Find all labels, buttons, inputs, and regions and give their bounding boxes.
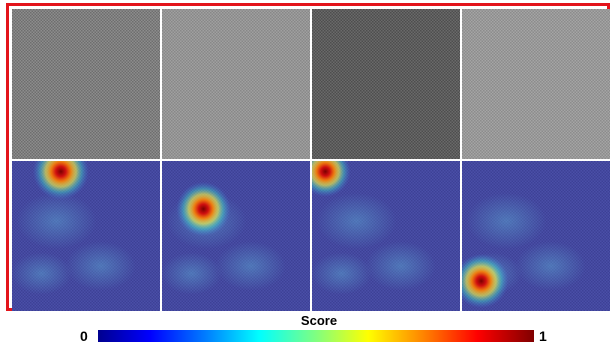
figure-panel bbox=[6, 3, 610, 311]
heatmap-hotspot bbox=[32, 161, 89, 200]
texture-tile-2 bbox=[162, 9, 310, 159]
colorbar-gradient bbox=[98, 330, 534, 342]
heatmap-glow bbox=[515, 241, 586, 291]
heatmap-glow bbox=[466, 193, 547, 249]
heatmap-tile-1 bbox=[12, 161, 160, 311]
fabric-texture bbox=[162, 9, 310, 159]
heatmap-glow bbox=[65, 241, 136, 291]
fabric-texture bbox=[462, 9, 610, 159]
heatmap-glow bbox=[162, 252, 222, 295]
colorbar: Score 0 1 bbox=[0, 312, 616, 344]
heatmap-hotspot bbox=[462, 253, 509, 309]
heatmap-glow bbox=[365, 241, 436, 291]
colorbar-max-label: 1 bbox=[539, 328, 547, 344]
heatmap-hotspot bbox=[312, 161, 351, 197]
heatmap-glow bbox=[12, 252, 72, 295]
fabric-texture bbox=[12, 9, 160, 159]
fabric-texture bbox=[312, 9, 460, 159]
colorbar-title: Score bbox=[300, 313, 338, 328]
texture-tile-1 bbox=[12, 9, 160, 159]
heatmap-hotspot bbox=[176, 181, 231, 237]
image-grid bbox=[12, 9, 610, 311]
heatmap-glow bbox=[312, 252, 372, 295]
heatmap-glow bbox=[16, 193, 97, 249]
heatmap-tile-3 bbox=[312, 161, 460, 311]
texture-tile-4 bbox=[462, 9, 610, 159]
texture-tile-3 bbox=[312, 9, 460, 159]
heatmap-tile-2 bbox=[162, 161, 310, 311]
heatmap-glow bbox=[316, 193, 397, 249]
colorbar-min-label: 0 bbox=[80, 328, 88, 344]
heatmap-tile-4 bbox=[462, 161, 610, 311]
heatmap-glow bbox=[215, 241, 286, 291]
